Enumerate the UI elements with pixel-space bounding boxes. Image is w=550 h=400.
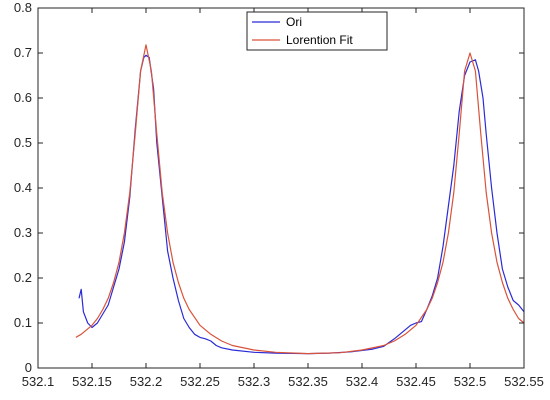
x-tick-label: 532.3 [238, 374, 271, 389]
y-tick-label: 0.1 [14, 315, 32, 330]
x-tick-label: 532.45 [396, 374, 436, 389]
y-tick-label: 0.8 [14, 0, 32, 15]
series-line-ori [78, 54, 525, 355]
x-tick-label: 532.35 [288, 374, 328, 389]
legend-label-lorention-fit: Lorention Fit [286, 33, 353, 47]
x-tick-label: 532.4 [346, 374, 379, 389]
x-tick-label: 532.5 [454, 374, 487, 389]
x-tick-label: 532.55 [504, 374, 544, 389]
ticks-layer: 532.1 532.15 532.2 532.25 532.3 532.35 532.4 53… [14, 0, 544, 389]
plot-background [38, 8, 524, 368]
y-tick-label: 0.3 [14, 225, 32, 240]
x-tick-label: 532.25 [180, 374, 220, 389]
legend-box [246, 11, 388, 51]
x-tick-label: 532.15 [72, 374, 112, 389]
series-layer [75, 44, 525, 355]
x-tick-label: 532.2 [130, 374, 163, 389]
y-tick-label: 0 [25, 360, 32, 375]
y-tick-label: 0.7 [14, 45, 32, 60]
legend-label-ori: Ori [286, 15, 302, 29]
series-line-lorention-fit [75, 44, 525, 355]
y-tick-label: 0.2 [14, 270, 32, 285]
x-tick-label: 532.1 [22, 374, 55, 389]
legend: Ori Lorention Fit [246, 11, 388, 51]
y-tick-label: 0.6 [14, 90, 32, 105]
y-tick-label: 0.4 [14, 180, 32, 195]
y-tick-label: 0.5 [14, 135, 32, 150]
